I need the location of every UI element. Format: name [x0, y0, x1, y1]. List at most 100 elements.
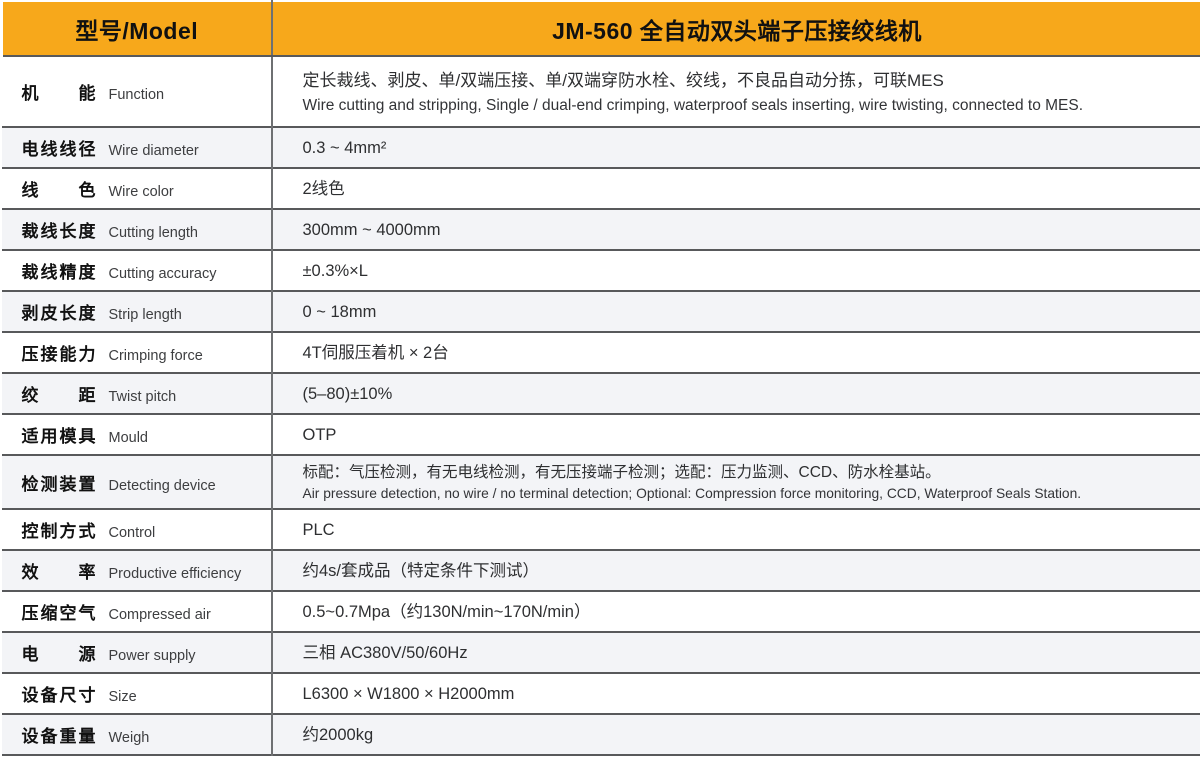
row-value: 标配：气压检测，有无电线检测，有无压接端子检测；选配：压力监测、CCD、防水栓基… — [302, 463, 941, 481]
row-label-zh: 裁线精度 — [21, 263, 96, 282]
row-value-cell: PLC — [271, 509, 1200, 550]
table-row: 压缩空气 Compressed air 0.5~0.7Mpa（约130N/min… — [1, 591, 1200, 632]
row-label-cell: 压接能力 Crimping force — [1, 332, 273, 373]
row-value: 0.5~0.7Mpa（约130N/min~170N/min） — [302, 602, 591, 621]
row-label-zh: 机能 — [21, 84, 96, 103]
row-label-cell: 检测装置 Detecting device — [1, 455, 273, 509]
row-value: L6300 × W1800 × H2000mm — [302, 684, 515, 703]
table-row: 绞距 Twist pitch (5–80)±10% — [1, 373, 1200, 414]
row-value-cell: 定长裁线、剥皮、单/双端压接、单/双端穿防水栓、绞线，不良品自动分拣，可联MES… — [271, 56, 1200, 127]
row-value: 300mm ~ 4000mm — [302, 220, 441, 239]
row-label: 电源 Power supply — [2, 640, 271, 665]
row-label: 剥皮长度 Strip length — [2, 299, 271, 324]
table-row: 设备重量 Weigh 约2000kg — [1, 714, 1200, 755]
row-value: 定长裁线、剥皮、单/双端压接、单/双端穿防水栓、绞线，不良品自动分拣，可联MES — [302, 70, 944, 90]
spec-table-header: 型号/Model JM-560 全自动双头端子压接绞线机 — [0, 0, 1200, 57]
row-value: 0.3 ~ 4mm² — [302, 138, 387, 157]
row-label-en: Crimping force — [108, 348, 203, 364]
table-row: 线色 Wire color 2线色 — [1, 168, 1200, 209]
row-label-cell: 效率 Productive efficiency — [1, 550, 273, 591]
table-row: 电线线径 Wire diameter 0.3 ~ 4mm² — [1, 127, 1200, 168]
table-row: 裁线长度 Cutting length 300mm ~ 4000mm — [1, 209, 1200, 250]
row-label-zh: 设备重量 — [21, 727, 96, 746]
row-label: 设备重量 Weigh — [2, 722, 271, 747]
table-row: 机能 Function 定长裁线、剥皮、单/双端压接、单/双端穿防水栓、绞线，不… — [1, 56, 1200, 127]
row-label: 检测装置 Detecting device — [2, 470, 271, 495]
row-value: 约4s/套成品（特定条件下测试） — [302, 561, 540, 580]
row-label-en: Mould — [108, 430, 149, 446]
table-row: 适用模具 Mould OTP — [1, 414, 1200, 455]
row-label-zh: 电线线径 — [21, 140, 96, 159]
row-label-cell: 线色 Wire color — [1, 168, 273, 209]
row-label: 裁线长度 Cutting length — [2, 217, 271, 242]
row-label-cell: 绞距 Twist pitch — [1, 373, 273, 414]
row-label-en: Detecting device — [108, 477, 216, 494]
row-label-en: Wire color — [108, 184, 174, 200]
row-label: 绞距 Twist pitch — [2, 381, 271, 406]
table-row: 控制方式 Control PLC — [1, 509, 1200, 550]
row-label-cell: 设备重量 Weigh — [1, 714, 273, 755]
row-label: 电线线径 Wire diameter — [2, 135, 271, 160]
row-label-zh: 剥皮长度 — [21, 304, 96, 323]
row-label-zh: 控制方式 — [21, 522, 96, 541]
spec-table-body: 机能 Function 定长裁线、剥皮、单/双端压接、单/双端穿防水栓、绞线，不… — [1, 56, 1200, 755]
row-value-cell: 4T伺服压着机 × 2台 — [271, 332, 1200, 373]
row-label-cell: 压缩空气 Compressed air — [1, 591, 273, 632]
row-value: 4T伺服压着机 × 2台 — [302, 343, 449, 362]
row-label-zh: 效率 — [21, 563, 96, 582]
table-row: 裁线精度 Cutting accuracy ±0.3%×L — [1, 250, 1200, 291]
row-label-zh: 压接能力 — [21, 345, 96, 364]
row-label-cell: 控制方式 Control — [1, 509, 273, 550]
table-row: 设备尺寸 Size L6300 × W1800 × H2000mm — [1, 673, 1200, 714]
row-label-en: Control — [108, 525, 156, 541]
table-row: 电源 Power supply 三相 AC380V/50/60Hz — [1, 632, 1200, 673]
table-row: 剥皮长度 Strip length 0 ~ 18mm — [1, 291, 1200, 332]
row-label: 效率 Productive efficiency — [2, 558, 271, 583]
row-label-cell: 电源 Power supply — [1, 632, 273, 673]
row-label: 裁线精度 Cutting accuracy — [2, 258, 271, 283]
row-label-cell: 适用模具 Mould — [1, 414, 273, 455]
row-label: 适用模具 Mould — [2, 422, 271, 447]
row-label-zh: 线色 — [21, 181, 96, 200]
row-label-en: Power supply — [108, 648, 196, 664]
model-header-value: JM-560 全自动双头端子压接绞线机 — [271, 0, 1200, 57]
row-label-zh: 绞距 — [21, 386, 96, 405]
row-value: 三相 AC380V/50/60Hz — [302, 643, 468, 662]
row-value-cell: 0 ~ 18mm — [271, 291, 1200, 332]
row-label-en: Compressed air — [108, 607, 211, 623]
row-value-cell: (5–80)±10% — [271, 373, 1200, 414]
row-value-cell: L6300 × W1800 × H2000mm — [271, 673, 1200, 714]
row-label: 压缩空气 Compressed air — [2, 599, 271, 624]
row-label-cell: 裁线长度 Cutting length — [1, 209, 273, 250]
row-value-cell: 约2000kg — [271, 714, 1200, 755]
row-label: 控制方式 Control — [2, 517, 271, 542]
row-label-en: Wire diameter — [108, 143, 199, 159]
model-header-label: 型号/Model — [0, 0, 273, 57]
row-value-cell: 约4s/套成品（特定条件下测试） — [271, 550, 1200, 591]
row-label-zh: 电源 — [21, 645, 96, 664]
table-row: 效率 Productive efficiency 约4s/套成品（特定条件下测试… — [1, 550, 1200, 591]
row-label-en: Productive efficiency — [108, 566, 242, 582]
table-row: 压接能力 Crimping force 4T伺服压着机 × 2台 — [1, 332, 1200, 373]
row-value: (5–80)±10% — [302, 384, 393, 403]
row-label-zh: 设备尺寸 — [21, 686, 96, 705]
row-label-cell: 裁线精度 Cutting accuracy — [1, 250, 273, 291]
row-label-zh: 适用模具 — [21, 427, 96, 446]
row-label-cell: 电线线径 Wire diameter — [1, 127, 273, 168]
row-value: 2线色 — [302, 179, 345, 198]
row-label-en: Twist pitch — [108, 389, 177, 405]
row-label-en: Weigh — [108, 730, 150, 746]
row-value-cell: 三相 AC380V/50/60Hz — [271, 632, 1200, 673]
row-label: 线色 Wire color — [2, 176, 271, 201]
row-value-cell: ±0.3%×L — [271, 250, 1200, 291]
row-value-cell: 300mm ~ 4000mm — [271, 209, 1200, 250]
row-label: 压接能力 Crimping force — [2, 340, 271, 365]
row-label: 机能 Function — [2, 79, 271, 104]
row-label-en: Function — [108, 87, 165, 103]
row-value-cell: 2线色 — [271, 168, 1200, 209]
table-row: 检测装置 Detecting device 标配：气压检测，有无电线检测，有无压… — [1, 455, 1200, 509]
row-label-zh: 检测装置 — [21, 474, 96, 494]
row-value: 0 ~ 18mm — [302, 302, 377, 321]
row-value-cell: 标配：气压检测，有无电线检测，有无压接端子检测；选配：压力监测、CCD、防水栓基… — [271, 455, 1200, 509]
